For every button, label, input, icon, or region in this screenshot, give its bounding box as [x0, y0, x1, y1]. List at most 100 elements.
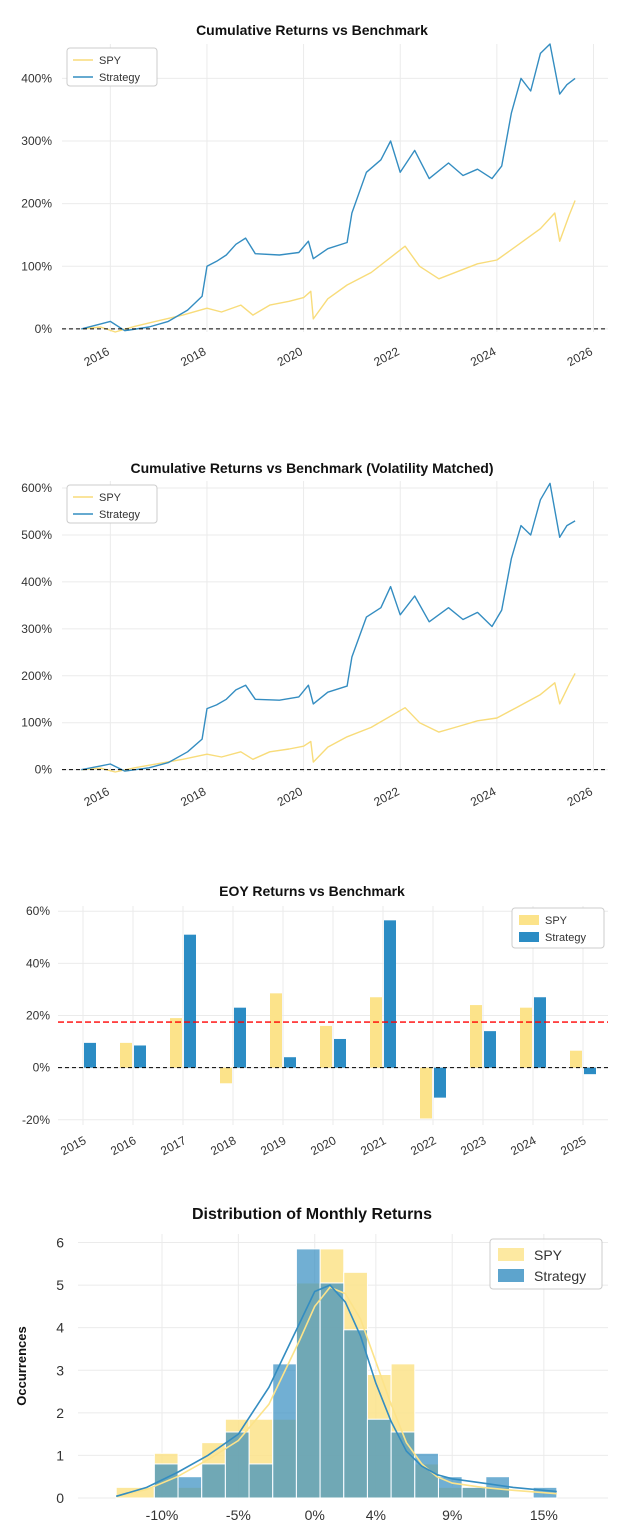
legend-swatch	[519, 932, 539, 942]
x-tick-label: 15%	[530, 1507, 558, 1523]
legend-label: Strategy	[99, 509, 140, 521]
bar-spy-2022	[420, 1067, 432, 1119]
x-tick-label: 2024	[508, 1133, 538, 1158]
y-axis-label: Occurrences	[14, 1326, 29, 1406]
legend-swatch	[498, 1269, 524, 1282]
bar-strategy-2015	[84, 1042, 96, 1068]
bar-spy-2025	[570, 1050, 582, 1068]
x-tick-label: 2018	[208, 1133, 238, 1158]
x-tick-label: 2024	[468, 784, 498, 809]
x-tick-label: 2020	[275, 344, 305, 369]
x-tick-label: 2016	[82, 344, 112, 369]
hist-bin-strategy	[248, 1463, 274, 1499]
legend-label: SPY	[99, 492, 122, 504]
hist-bin-strategy	[201, 1463, 226, 1499]
bar-spy-2016	[120, 1042, 132, 1068]
legend-label: Strategy	[534, 1268, 586, 1284]
y-tick-label: 100%	[21, 259, 52, 273]
kde-line-spy	[116, 1286, 557, 1498]
legend-label: SPY	[545, 915, 568, 927]
y-tick-label: 400%	[21, 71, 52, 85]
y-tick-label: 20%	[26, 1009, 50, 1023]
series-line-spy	[81, 673, 576, 773]
y-tick-label: 200%	[21, 197, 52, 211]
x-tick-label: 2019	[258, 1133, 288, 1158]
y-tick-label: 500%	[21, 528, 52, 542]
series-line-strategy	[81, 43, 576, 332]
x-tick-label: 2026	[565, 344, 595, 369]
y-tick-label: 100%	[21, 716, 52, 730]
x-tick-label: 2020	[308, 1133, 338, 1158]
x-tick-label: 9%	[442, 1507, 462, 1523]
y-tick-label: -20%	[22, 1113, 50, 1127]
legend-label: Strategy	[99, 72, 140, 84]
bar-chart-2: EOY Returns vs Benchmark -20% 0% 20% 40% 60% 2…	[22, 883, 608, 1158]
x-tick-label: 2022	[408, 1133, 438, 1158]
legend-label: SPY	[99, 55, 122, 67]
x-tick-label: 0%	[305, 1507, 325, 1523]
bar-strategy-2018	[234, 1007, 246, 1068]
y-tick-label: 600%	[21, 481, 52, 495]
histogram-3: Distribution of Monthly Returns Occurrenc…	[14, 1206, 608, 1523]
x-tick-label: 2016	[82, 784, 112, 809]
x-tick-label: 2025	[558, 1133, 588, 1158]
bar-strategy-2022	[434, 1067, 446, 1098]
bar-strategy-2024	[534, 997, 546, 1068]
bar-strategy-2019	[284, 1057, 296, 1068]
chart-title: EOY Returns vs Benchmark	[219, 883, 405, 899]
legend-swatch	[519, 915, 539, 925]
y-tick-label: 2	[56, 1405, 64, 1421]
legend-swatch	[498, 1248, 524, 1261]
chart-title: Distribution of Monthly Returns	[192, 1206, 432, 1223]
x-tick-label: 2018	[178, 344, 208, 369]
bar-spy-2024	[520, 1007, 532, 1068]
y-tick-label: 0%	[35, 763, 53, 777]
x-tick-label: 2016	[108, 1133, 138, 1158]
line-chart-1: Cumulative Returns vs Benchmark (Volatil…	[21, 460, 608, 809]
bar-spy-2020	[320, 1025, 332, 1068]
hist-bin-strategy	[366, 1418, 392, 1499]
hist-bin-strategy	[272, 1363, 297, 1499]
x-tick-label: -10%	[146, 1507, 179, 1523]
y-tick-label: 6	[56, 1235, 64, 1251]
series-line-strategy	[81, 482, 576, 772]
bar-strategy-2016	[134, 1045, 146, 1068]
bar-strategy-2020	[334, 1038, 346, 1068]
bar-strategy-2025	[584, 1067, 596, 1075]
legend-label: SPY	[534, 1247, 563, 1263]
x-tick-label: 2021	[358, 1133, 388, 1158]
hist-bin-strategy	[319, 1282, 345, 1499]
y-tick-label: 200%	[21, 669, 52, 683]
x-tick-label: 2018	[178, 784, 208, 809]
x-tick-label: 4%	[366, 1507, 386, 1523]
bar-spy-2023	[470, 1005, 482, 1068]
y-tick-label: 0	[56, 1490, 64, 1506]
y-tick-label: 400%	[21, 575, 52, 589]
bar-strategy-2021	[384, 920, 396, 1068]
bar-strategy-2017	[184, 934, 196, 1068]
x-tick-label: -5%	[226, 1507, 251, 1523]
bar-spy-2019	[270, 993, 282, 1068]
hist-bin-strategy	[295, 1248, 321, 1499]
x-tick-label: 2015	[58, 1133, 88, 1158]
chart-title: Cumulative Returns vs Benchmark	[196, 22, 428, 38]
kde-line-strategy	[115, 1284, 557, 1498]
x-tick-label: 2023	[458, 1133, 488, 1158]
y-tick-label: 0%	[33, 1061, 51, 1075]
hist-bin-strategy	[177, 1476, 203, 1499]
line-chart-0: Cumulative Returns vs Benchmark 0% 100% 200…	[21, 22, 608, 369]
y-tick-label: 300%	[21, 134, 52, 148]
x-tick-label: 2022	[371, 344, 401, 369]
series-line-spy	[81, 200, 576, 333]
bar-spy-2018	[220, 1067, 232, 1084]
hist-bin-strategy	[390, 1431, 416, 1499]
y-tick-label: 3	[56, 1362, 64, 1378]
x-tick-label: 2024	[468, 344, 498, 369]
y-tick-label: 5	[56, 1277, 64, 1293]
y-tick-label: 4	[56, 1320, 64, 1336]
hist-bin-strategy	[461, 1486, 487, 1499]
y-tick-label: 300%	[21, 622, 52, 636]
x-tick-label: 2017	[158, 1133, 188, 1158]
y-tick-label: 40%	[26, 956, 50, 970]
x-tick-label: 2026	[565, 784, 595, 809]
